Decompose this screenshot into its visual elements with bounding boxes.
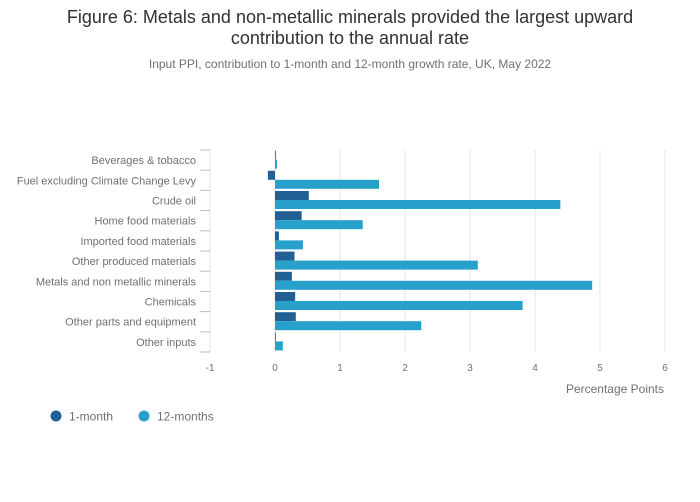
bar-12-months-8[interactable] [275, 321, 422, 331]
legend: 1-month 12-months [50, 410, 214, 424]
x-tick-label-4: 3 [467, 363, 473, 374]
bar-12-months-7[interactable] [275, 301, 523, 310]
bar-1-month-8[interactable] [275, 312, 296, 322]
x-tick-label-7: 6 [662, 363, 668, 374]
bar-12-months-3[interactable] [275, 220, 363, 230]
bar-1-month-4[interactable] [275, 231, 279, 241]
x-tick-label-1: 0 [272, 363, 278, 374]
bar-1-month-6[interactable] [275, 271, 292, 281]
category-label-4: Imported food materials [80, 236, 196, 248]
x-tick-labels: -1 0 1 2 3 4 5 6 [206, 363, 669, 374]
category-label-3: Home food materials [95, 216, 197, 228]
bar-12-months-0[interactable] [275, 159, 277, 169]
legend-label-12-months[interactable]: 12-months [157, 410, 214, 424]
category-label-5: Other produced materials [72, 256, 197, 268]
category-label-9: Other inputs [136, 337, 196, 349]
bar-1-month-7[interactable] [275, 292, 296, 301]
category-label-6: Metals and non metallic minerals [36, 276, 197, 288]
bar-1-month-2[interactable] [275, 191, 309, 200]
bar-12-months-5[interactable] [275, 260, 478, 270]
bar-1-month-1[interactable] [267, 170, 275, 180]
bar-1-month-3[interactable] [275, 211, 302, 221]
bar-12-months-6[interactable] [275, 280, 593, 290]
bar-1-month-9[interactable] [275, 332, 276, 342]
category-label-1: Fuel excluding Climate Change Levy [17, 175, 197, 187]
x-tick-label-2: 1 [337, 363, 343, 374]
category-label-7: Chemicals [145, 297, 197, 309]
chart-subtitle: Input PPI, contribution to 1-month and 1… [148, 57, 552, 71]
category-label-0: Beverages & tobacco [91, 155, 196, 167]
legend-marker-12-months[interactable] [138, 410, 150, 422]
bar-12-months-1[interactable] [275, 179, 379, 189]
bar-12-months-2[interactable] [275, 200, 561, 209]
bars [267, 150, 593, 351]
chart-title-line1: Figure 6: Metals and non-metallic minera… [66, 7, 634, 27]
legend-label-1-month[interactable]: 1-month [69, 410, 113, 424]
category-label-2: Crude oil [152, 196, 196, 208]
category-label-8: Other parts and equipment [65, 317, 196, 329]
chart-title: Figure 6: Metals and non-metallic minera… [0, 7, 700, 49]
category-labels: Beverages & tobacco Fuel excluding Climat… [17, 149, 210, 353]
legend-marker-1-month[interactable] [50, 410, 62, 422]
x-tick-label-6: 5 [597, 363, 603, 374]
bar-1-month-0[interactable] [275, 150, 276, 160]
x-tick-label-0: -1 [206, 363, 215, 374]
chart-title-line2: contribution to the annual rate [230, 28, 470, 48]
bar-1-month-5[interactable] [275, 251, 295, 261]
x-tick-label-5: 4 [532, 363, 538, 374]
x-tick-label-3: 2 [402, 363, 408, 374]
x-axis-label: Percentage Points [566, 382, 664, 396]
bar-12-months-4[interactable] [275, 240, 303, 250]
bar-12-months-9[interactable] [275, 341, 283, 351]
